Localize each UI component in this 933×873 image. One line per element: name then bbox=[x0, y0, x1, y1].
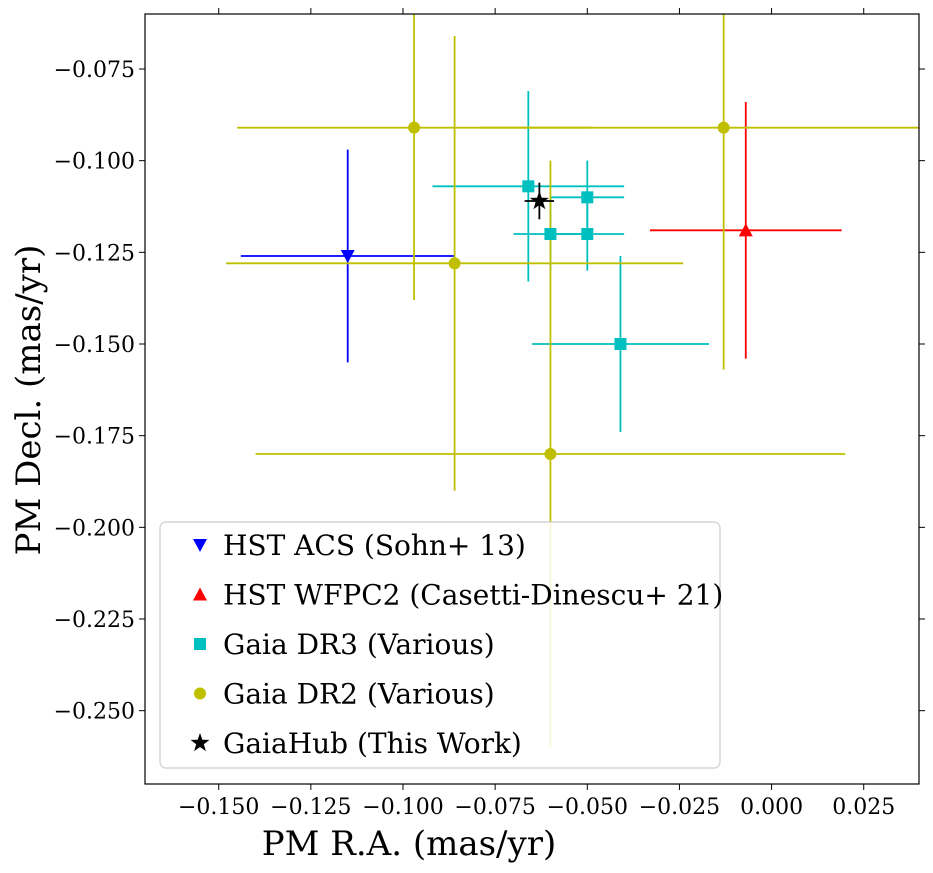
x-tick-label: 0.000 bbox=[740, 795, 803, 820]
x-tick-label: −0.025 bbox=[639, 795, 720, 820]
legend: HST ACS (Sohn+ 13) HST WFPC2 (Casetti-Din… bbox=[159, 521, 723, 769]
legend-entry: Gaia DR3 (Various) bbox=[194, 628, 495, 661]
legend-marker bbox=[194, 687, 206, 700]
data-point-gaia-dr3-various bbox=[581, 191, 594, 204]
legend-label: HST ACS (Sohn+ 13) bbox=[223, 529, 526, 562]
legend-entry: HST WFPC2 (Casetti-Dinescu+ 21) bbox=[193, 579, 723, 612]
legend-label: HST WFPC2 (Casetti-Dinescu+ 21) bbox=[223, 579, 723, 612]
y-tick-label: −0.175 bbox=[54, 425, 135, 450]
legend-marker bbox=[194, 638, 206, 650]
data-point-gaia-dr3-various bbox=[544, 228, 557, 240]
x-tick-label: −0.100 bbox=[362, 795, 443, 820]
legend-entry: GaiaHub (This Work) bbox=[190, 727, 522, 760]
plot-frame bbox=[144, 13, 920, 785]
legend-marker bbox=[193, 539, 207, 552]
x-tick-label: 0.025 bbox=[832, 795, 895, 820]
legend-marker bbox=[190, 733, 210, 752]
data-point-gaia-dr3-various bbox=[522, 180, 535, 193]
y-tick-label: −0.150 bbox=[54, 333, 135, 358]
data-point-gaia-dr3-various bbox=[581, 228, 594, 240]
data-point-gaiahub-this-work bbox=[529, 191, 549, 210]
x-tick-label: −0.125 bbox=[270, 795, 351, 820]
data-point-hst-acs-sohn-13 bbox=[340, 250, 355, 263]
y-tick-label: −0.225 bbox=[54, 608, 135, 633]
legend-label: Gaia DR3 (Various) bbox=[223, 628, 495, 661]
data-point-gaia-dr2-various bbox=[717, 121, 730, 134]
ticks-layer: −0.150 −0.125 −0.100 −0.075 −0.050 −0.025 0.00… bbox=[54, 8, 925, 820]
data-point-gaia-dr2-various bbox=[408, 121, 421, 134]
data-point-gaia-dr2-various bbox=[448, 257, 461, 270]
y-tick-label: −0.125 bbox=[54, 241, 135, 266]
data-point-gaia-dr3-various bbox=[614, 338, 627, 350]
y-axis-title: PM Decl. (mas/yr) bbox=[9, 245, 49, 556]
legend-box bbox=[159, 521, 721, 769]
data-point-hst-wfpc2-casetti-dinescu-21 bbox=[738, 223, 753, 237]
y-tick-label: −0.250 bbox=[54, 700, 135, 725]
x-tick-label: −0.075 bbox=[454, 795, 535, 820]
y-tick-label: −0.100 bbox=[54, 150, 135, 175]
legend-entry: HST ACS (Sohn+ 13) bbox=[193, 529, 526, 562]
y-tick-label: −0.200 bbox=[54, 516, 135, 541]
legend-label: GaiaHub (This Work) bbox=[223, 727, 522, 760]
x-tick-label: −0.050 bbox=[547, 795, 628, 820]
y-tick-label: −0.075 bbox=[54, 58, 135, 83]
data-point-gaia-dr2-various bbox=[544, 448, 557, 460]
x-axis-title: PM R.A. (mas/yr) bbox=[262, 824, 556, 864]
x-tick-label: −0.150 bbox=[178, 795, 259, 820]
legend-entry: Gaia DR2 (Various) bbox=[194, 678, 495, 711]
series-layer bbox=[226, 14, 919, 748]
legend-label: Gaia DR2 (Various) bbox=[223, 678, 495, 711]
legend-marker bbox=[193, 587, 207, 601]
